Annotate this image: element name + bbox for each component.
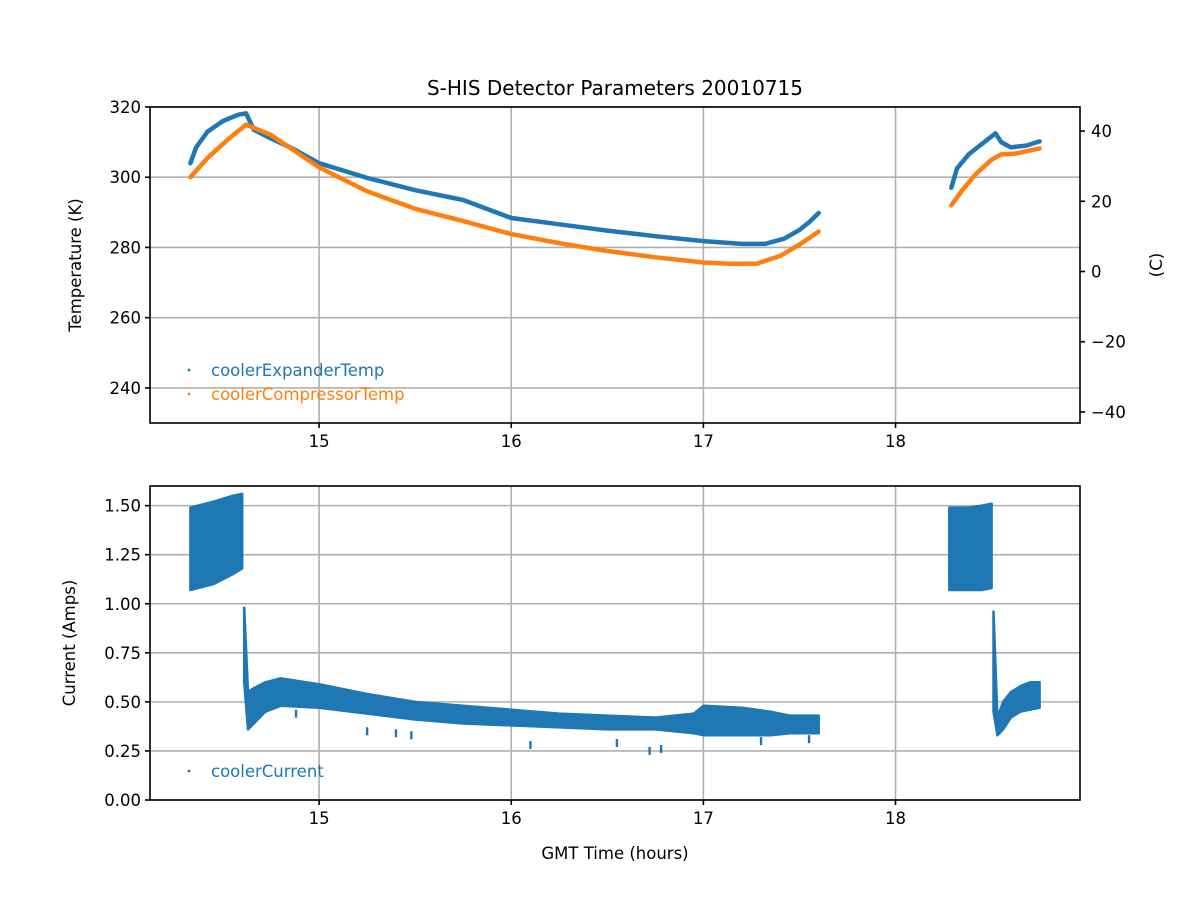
scatter-point [648, 746, 651, 755]
legend-label-compressor: coolerCompressorTemp [211, 385, 405, 404]
y-tick-label: 300 [110, 168, 142, 187]
series-line [949, 146, 1042, 208]
x-tick-label: 18 [885, 809, 906, 828]
x-tick-label: 17 [693, 809, 714, 828]
top-series [188, 111, 1042, 267]
x-tick-label: 15 [309, 432, 330, 451]
bottom-x-ticks: 15 16 17 18 [309, 800, 906, 828]
scatter-point [410, 731, 413, 740]
y-tick-label: 1.50 [104, 497, 141, 516]
scatter-point [807, 735, 811, 744]
y-right-tick-label: 0 [1091, 262, 1102, 281]
bottom-frame [149, 485, 1081, 801]
y-right-tick-label: −20 [1091, 333, 1126, 352]
y-tick-label: 280 [110, 238, 142, 257]
y-tick-label: 0.25 [104, 742, 141, 761]
series-line [949, 131, 1042, 191]
legend-label-expander: coolerExpanderTemp [211, 361, 384, 380]
bottom-y-ticks: 0.00 0.25 0.50 0.75 1.00 1.25 1.50 [104, 497, 150, 810]
legend-marker-expander [187, 368, 191, 372]
bottom-grid [150, 486, 1080, 801]
legend-label-current: coolerCurrent [211, 762, 324, 781]
scatter-band [948, 502, 993, 592]
y-right-tick-label: 20 [1091, 192, 1112, 211]
scatter-band [992, 610, 1041, 737]
x-tick-label: 17 [693, 432, 714, 451]
x-axis-label: GMT Time (hours) [541, 844, 688, 863]
y-tick-label: 0.75 [104, 644, 141, 663]
y-tick-label: 1.00 [104, 595, 141, 614]
scatter-band [189, 492, 244, 592]
top-legend: coolerExpanderTemp coolerCompressorTemp [187, 361, 405, 404]
x-tick-label: 18 [885, 432, 906, 451]
scatter-point [529, 741, 532, 750]
series-coolerCurrent [189, 492, 1041, 755]
top-y-right-ticks: −40 −20 0 20 40 [1080, 122, 1126, 422]
current-axes: 15 16 17 18 0.00 0.25 0.50 0.75 1.00 1.25 1.50 Cu… [60, 485, 1081, 863]
y-right-tick-label: −40 [1091, 403, 1126, 422]
chart-title: S-HIS Detector Parameters 20010715 [427, 76, 803, 100]
scatter-point [759, 737, 763, 746]
x-tick-label: 15 [309, 809, 330, 828]
y-tick-label: 260 [110, 309, 142, 328]
scatter-point [659, 744, 663, 753]
y-right-tick-label: 40 [1091, 122, 1112, 141]
series-line [188, 111, 821, 247]
scatter-point [365, 727, 369, 736]
y-tick-label: 320 [110, 98, 142, 117]
series-line [188, 122, 821, 267]
bottom-legend: coolerCurrent [187, 762, 324, 781]
bottom-series [189, 492, 1041, 755]
series-coolerCompressorTemp [188, 122, 1042, 267]
top-y-right-axis-label: (C) [1147, 253, 1166, 277]
scatter-point [615, 739, 619, 748]
legend-marker-compressor [187, 392, 191, 396]
top-frame [149, 106, 1081, 424]
series-coolerExpanderTemp [188, 111, 1042, 247]
top-y-ticks: 240 260 280 300 320 [110, 98, 150, 398]
y-tick-label: 1.25 [104, 546, 141, 565]
x-tick-label: 16 [501, 809, 522, 828]
top-y-axis-label: Temperature (K) [66, 198, 85, 332]
scatter-band [242, 606, 820, 737]
top-x-ticks: 15 16 17 18 [309, 423, 906, 451]
scatter-point [394, 729, 398, 738]
y-tick-label: 0.00 [104, 791, 141, 810]
y-tick-label: 240 [110, 379, 142, 398]
temperature-axes: 15 16 17 18 240 260 280 300 320 −40 −20 0 20 40 Tem… [66, 98, 1166, 451]
scatter-point [294, 709, 298, 718]
y-tick-label: 0.50 [104, 693, 141, 712]
x-tick-label: 16 [501, 432, 522, 451]
bottom-y-axis-label: Current (Amps) [60, 580, 79, 707]
legend-marker-current [187, 769, 191, 773]
